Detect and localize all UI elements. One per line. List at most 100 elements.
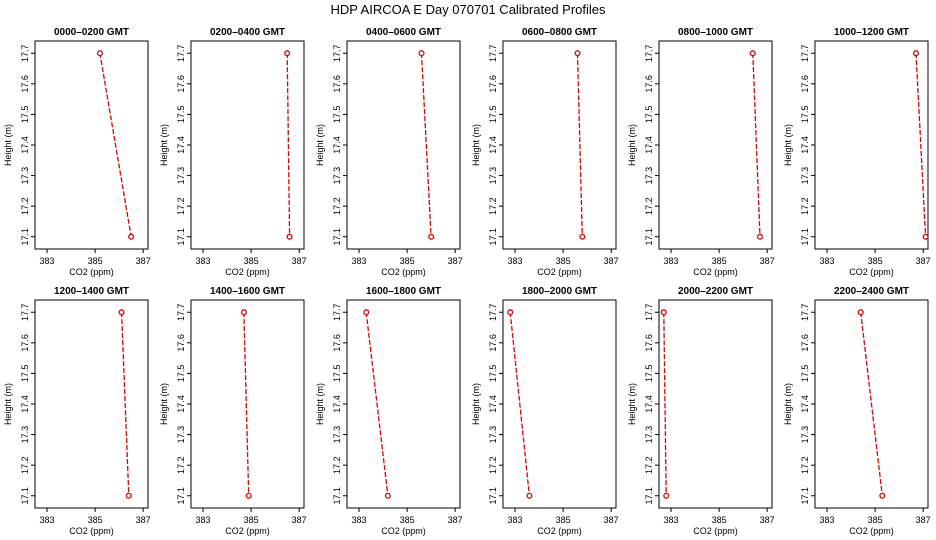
y-axis-label: Height (m): [627, 124, 637, 166]
y-axis-label: Height (m): [783, 383, 793, 425]
data-point: [879, 492, 886, 499]
y-tick-label: 17.4: [488, 395, 498, 413]
y-tick-label: 17.7: [644, 44, 654, 62]
y-tick-label: 17.5: [800, 106, 810, 124]
y-tick-label: 17.5: [800, 365, 810, 383]
data-point: [857, 309, 864, 316]
y-tick-label: 17.1: [176, 228, 186, 246]
y-axis-label: Height (m): [3, 383, 13, 425]
y-tick-label: 17.5: [176, 106, 186, 124]
panel-title: 1600–1800 GMT: [366, 286, 441, 297]
data-point: [118, 309, 125, 316]
page-title: HDP AIRCOA E Day 070701 Calibrated Profi…: [330, 2, 606, 17]
y-axis-label: Height (m): [3, 124, 13, 166]
y-tick-label: 17.4: [176, 136, 186, 154]
profile-line: [576, 53, 583, 237]
y-tick-label: 17.5: [488, 106, 498, 124]
y-tick-label: 17.5: [644, 106, 654, 124]
plot-frame: [814, 40, 929, 250]
panel-title: 0200–0400 GMT: [210, 27, 285, 38]
x-tick-label: 383: [352, 256, 367, 266]
x-tick-label: 387: [916, 515, 931, 525]
y-axis-label: Height (m): [315, 124, 325, 166]
y-tick-label: 17.1: [332, 487, 342, 505]
y-tick-label: 17.4: [644, 395, 654, 413]
y-tick-label: 17.2: [644, 456, 654, 474]
y-tick-label: 17.1: [176, 487, 186, 505]
y-tick-label: 17.3: [644, 426, 654, 444]
profile-line: [509, 312, 531, 496]
x-axis-label: CO2 (ppm): [849, 526, 894, 536]
y-tick-label: 17.7: [488, 303, 498, 321]
y-tick-label: 17.6: [800, 334, 810, 352]
y-tick-label: 17.7: [488, 44, 498, 62]
x-tick-label: 383: [820, 515, 835, 525]
y-tick-label: 17.2: [176, 197, 186, 215]
y-tick-label: 17.4: [644, 136, 654, 154]
data-point: [579, 233, 586, 240]
y-tick-label: 17.7: [800, 303, 810, 321]
y-tick-label: 17.2: [644, 197, 654, 215]
y-axis-label: Height (m): [315, 383, 325, 425]
y-tick-label: 17.4: [488, 136, 498, 154]
profile-line: [99, 53, 132, 237]
y-tick-label: 17.4: [332, 136, 342, 154]
y-tick-label: 17.3: [20, 426, 30, 444]
y-tick-label: 17.7: [176, 303, 186, 321]
x-axis-label: CO2 (ppm): [849, 267, 894, 277]
x-tick-label: 383: [508, 515, 523, 525]
y-tick-label: 17.7: [644, 303, 654, 321]
profile-line: [860, 312, 883, 496]
panel-title: 1800–2000 GMT: [522, 286, 597, 297]
y-tick-label: 17.5: [332, 365, 342, 383]
x-tick-label: 387: [136, 515, 151, 525]
x-tick-label: 383: [820, 256, 835, 266]
y-tick-label: 17.5: [20, 365, 30, 383]
y-tick-label: 17.1: [332, 228, 342, 246]
y-axis-label: Height (m): [471, 383, 481, 425]
x-tick-label: 387: [760, 256, 775, 266]
y-tick-label: 17.1: [644, 228, 654, 246]
panel-title: 1000–1200 GMT: [834, 27, 909, 38]
y-tick-label: 17.1: [644, 487, 654, 505]
plot-frame: [34, 40, 149, 250]
x-tick-label: 385: [244, 256, 259, 266]
y-tick-label: 17.1: [800, 228, 810, 246]
x-tick-label: 383: [40, 515, 55, 525]
data-point: [128, 233, 135, 240]
x-axis-label: CO2 (ppm): [693, 526, 738, 536]
x-tick-label: 385: [400, 515, 415, 525]
data-point: [660, 309, 667, 316]
y-axis-label: Height (m): [783, 124, 793, 166]
y-tick-label: 17.2: [488, 456, 498, 474]
panel-title: 0800–1000 GMT: [678, 27, 753, 38]
plot-frame: [34, 299, 149, 509]
y-tick-label: 17.5: [176, 365, 186, 383]
x-axis-label: CO2 (ppm): [537, 526, 582, 536]
y-tick-label: 17.5: [332, 106, 342, 124]
data-point: [756, 233, 764, 240]
y-tick-label: 17.2: [176, 456, 186, 474]
y-tick-label: 17.5: [488, 365, 498, 383]
y-tick-label: 17.7: [800, 44, 810, 62]
x-tick-label: 385: [88, 256, 103, 266]
y-tick-label: 17.3: [800, 426, 810, 444]
y-tick-label: 17.3: [332, 426, 342, 444]
panel-title: 1400–1600 GMT: [210, 286, 285, 297]
y-axis-label: Height (m): [159, 383, 169, 425]
y-tick-label: 17.3: [176, 426, 186, 444]
y-tick-label: 17.5: [20, 106, 30, 124]
x-tick-label: 383: [196, 256, 211, 266]
y-tick-label: 17.2: [800, 456, 810, 474]
data-point: [922, 233, 929, 240]
y-tick-label: 17.3: [176, 167, 186, 185]
data-point: [507, 309, 514, 316]
y-axis-label: Height (m): [627, 383, 637, 425]
y-tick-label: 17.4: [20, 136, 30, 154]
y-tick-label: 17.3: [488, 167, 498, 185]
profile-line: [420, 53, 432, 237]
y-tick-label: 17.6: [488, 75, 498, 93]
data-point: [245, 492, 252, 499]
data-point: [663, 492, 670, 499]
